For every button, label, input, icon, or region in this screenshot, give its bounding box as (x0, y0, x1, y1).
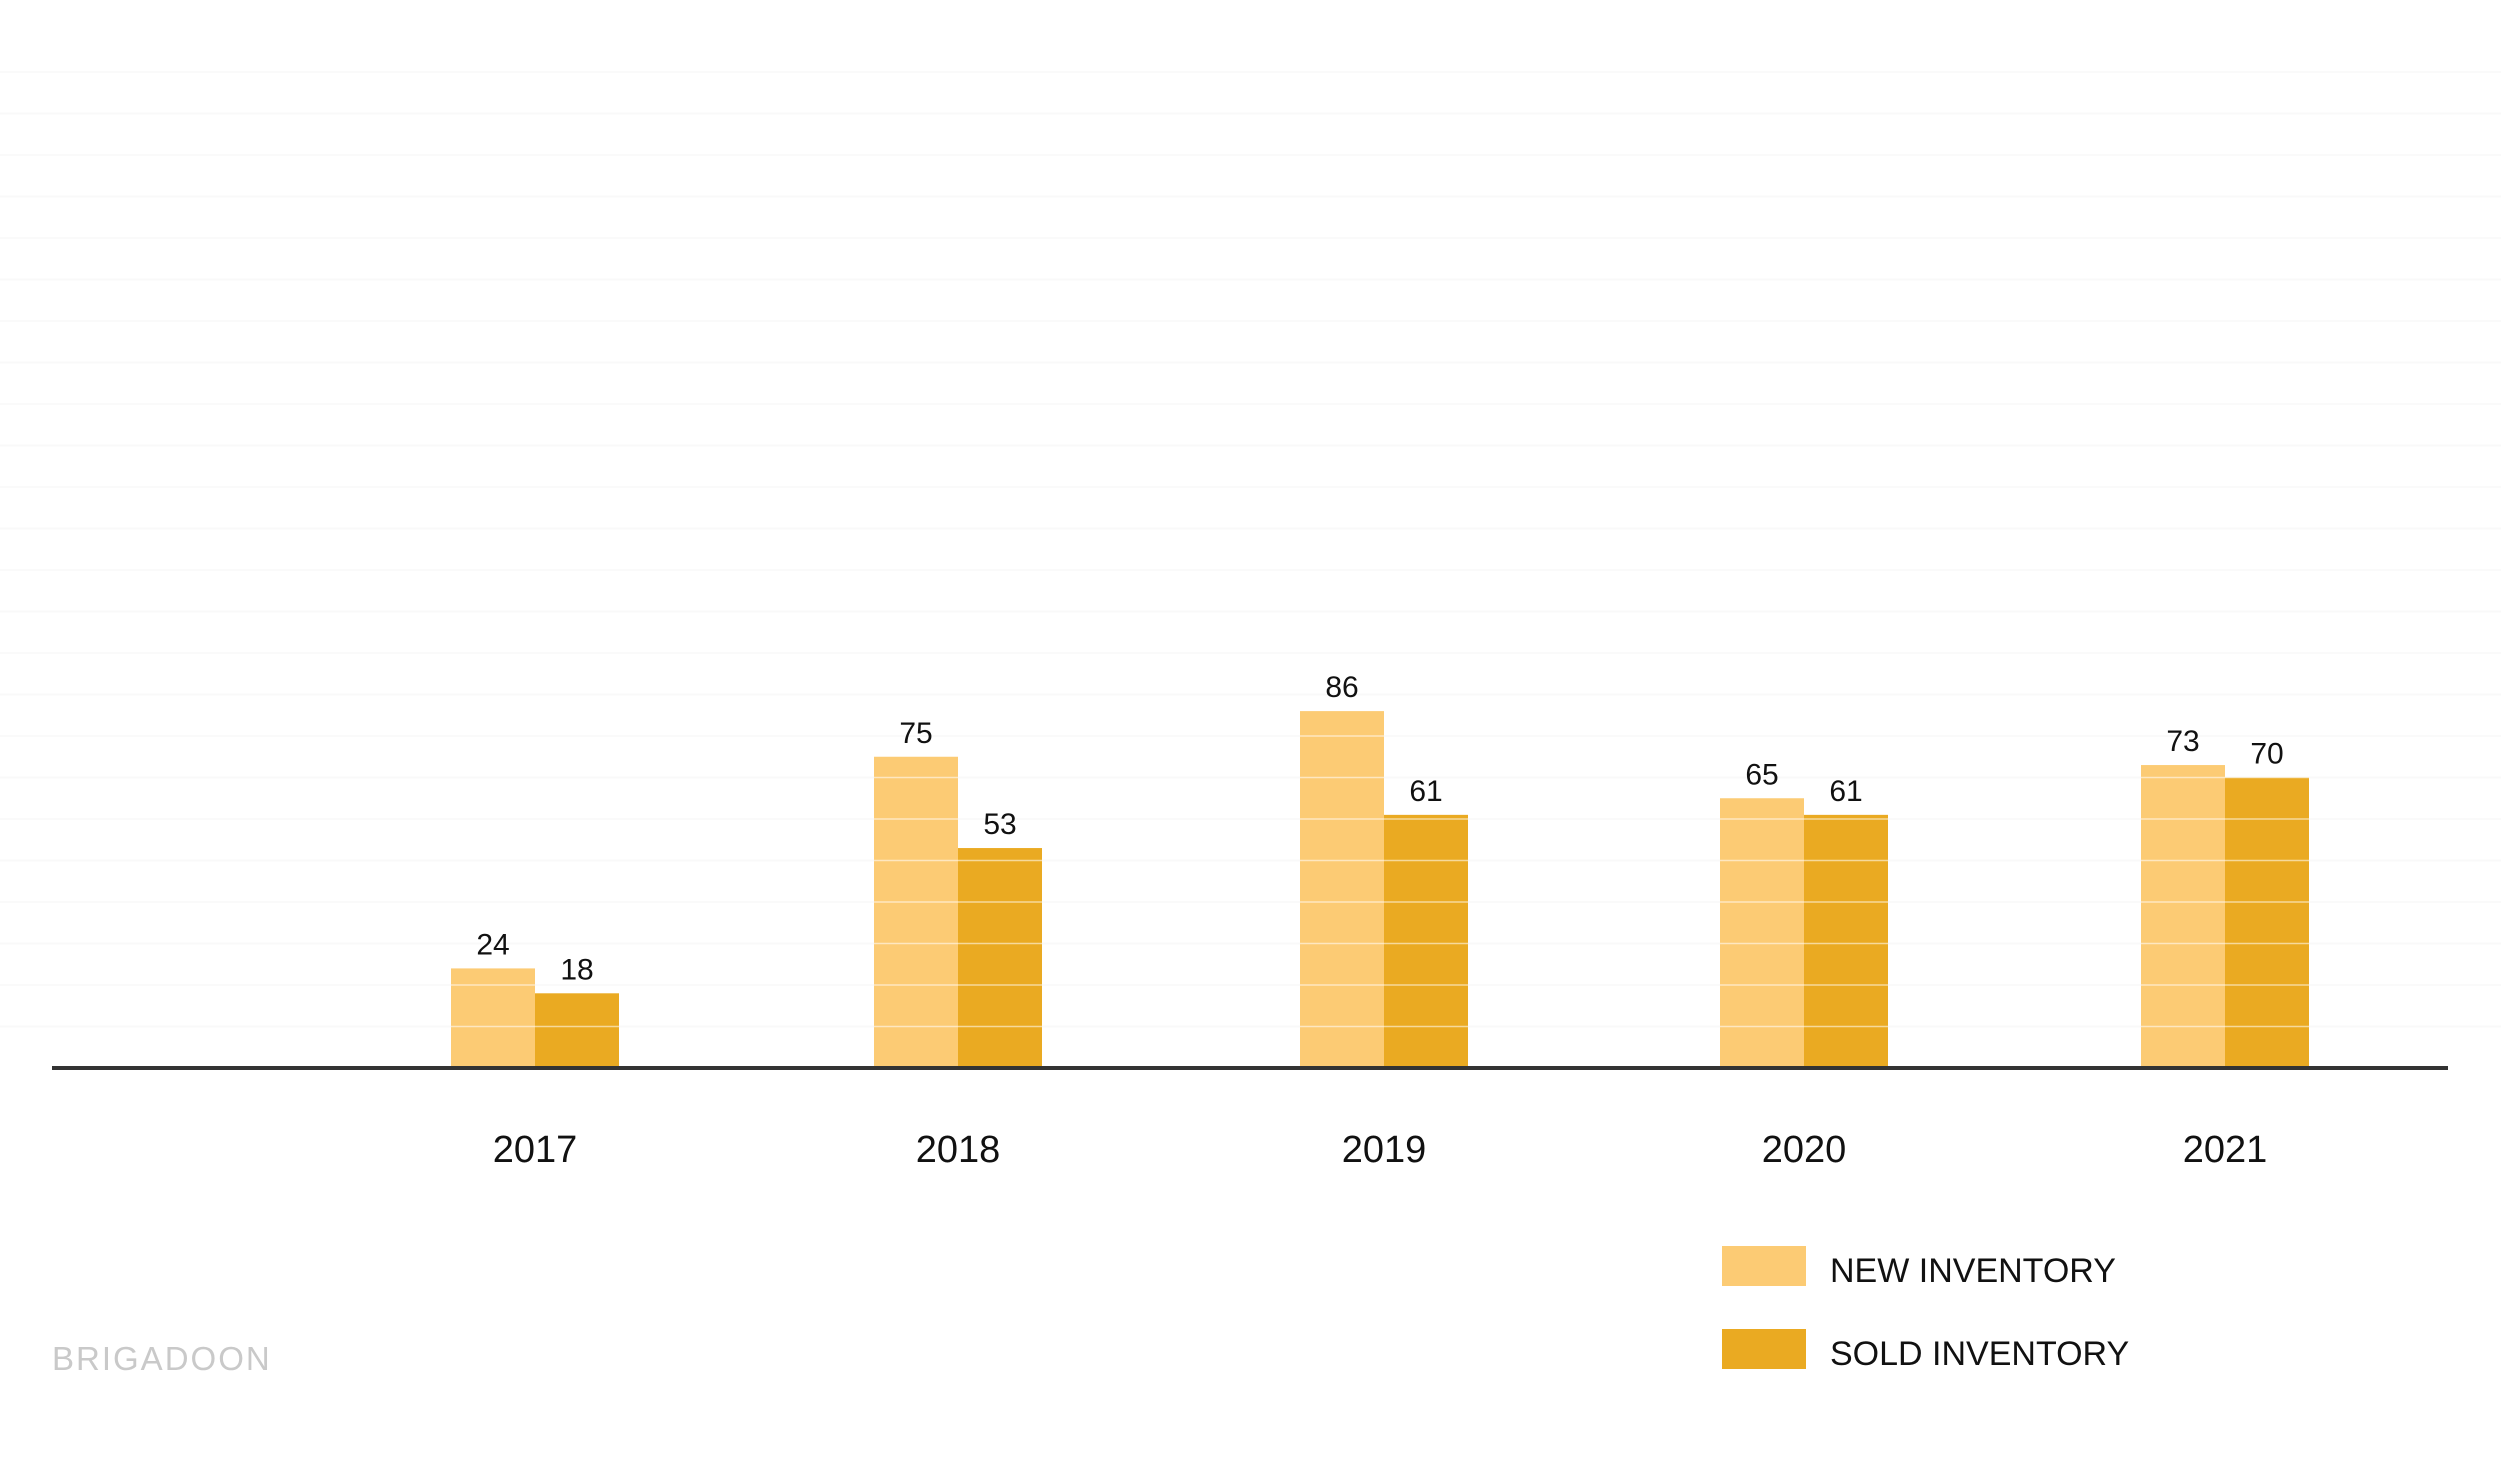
data-label-new-2018: 75 (899, 717, 932, 750)
bar-sold-inventory-2021 (2225, 777, 2309, 1068)
bar-sold-inventory-2020 (1804, 814, 1888, 1068)
data-label-new-2019: 86 (1325, 671, 1358, 704)
legend-label-sold-inventory: SOLD INVENTORY (1830, 1335, 2129, 1373)
data-label-new-2017: 24 (476, 928, 509, 961)
watermark-text: BRIGADOON (52, 1340, 272, 1377)
data-label-sold-2017: 18 (560, 953, 593, 986)
bar-sold-inventory-2019 (1384, 814, 1468, 1068)
bar-sold-inventory-2017 (535, 993, 619, 1068)
x-tick-label-2020: 2020 (1762, 1129, 1847, 1171)
x-axis-tick-labels: 2017 2018 2019 2020 2021 (493, 1129, 2268, 1171)
data-label-sold-2020: 61 (1829, 775, 1862, 808)
x-tick-label-2018: 2018 (916, 1129, 1001, 1171)
data-labels: 24 18 75 53 86 61 65 61 73 70 (476, 671, 2283, 986)
data-label-new-2021: 73 (2166, 725, 2199, 758)
x-tick-label-2021: 2021 (2183, 1129, 2268, 1171)
bar-new-inventory-2018 (874, 756, 958, 1068)
bar-new-inventory-2021 (2141, 765, 2225, 1068)
x-tick-label-2019: 2019 (1342, 1129, 1427, 1171)
bar-sold-inventory-2018 (958, 848, 1042, 1068)
bar-new-inventory-2020 (1720, 798, 1804, 1068)
data-label-new-2020: 65 (1745, 758, 1778, 791)
gridlines-over-bars (0, 71, 2501, 1028)
bar-new-inventory-2017 (451, 968, 535, 1068)
data-label-sold-2018: 53 (983, 808, 1016, 841)
x-tick-label-2017: 2017 (493, 1129, 578, 1171)
bar-new-inventory-2019 (1300, 711, 1384, 1068)
data-label-sold-2019: 61 (1409, 775, 1442, 808)
legend-swatch-sold-inventory (1722, 1329, 1806, 1369)
legend-swatch-new-inventory (1722, 1246, 1806, 1286)
legend: NEW INVENTORY SOLD INVENTORY (1722, 1246, 2129, 1373)
legend-label-new-inventory: NEW INVENTORY (1830, 1252, 2116, 1290)
data-label-sold-2021: 70 (2250, 738, 2283, 771)
